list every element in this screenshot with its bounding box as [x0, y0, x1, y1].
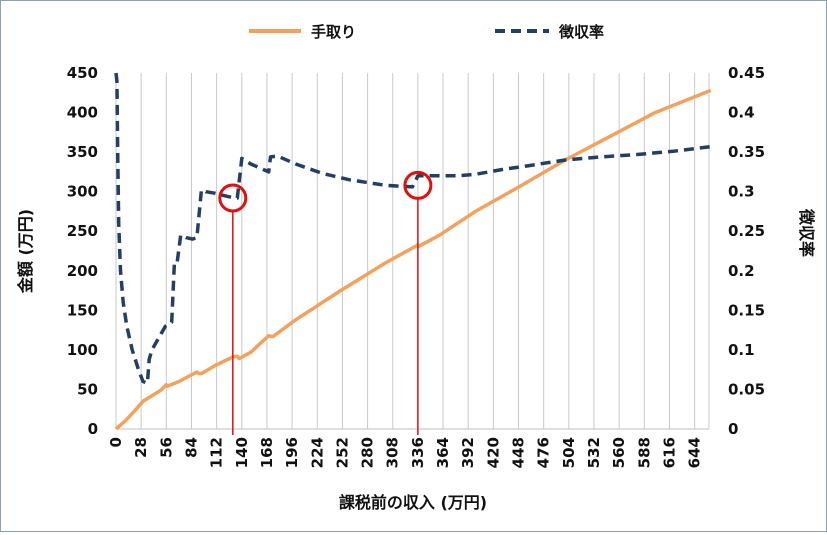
y-tick-label: 250 [67, 222, 98, 240]
y2-tick-label: 0.2 [728, 262, 755, 280]
x-tick-label: 168 [258, 437, 276, 468]
y2-tick-label: 0.05 [728, 380, 765, 398]
x-tick-label: 196 [283, 437, 301, 468]
y2-tick-label: 0 [728, 420, 738, 438]
y-tick-label: 150 [67, 301, 98, 319]
y-tick-label: 50 [77, 380, 98, 398]
x-tick-label: 644 [686, 437, 704, 468]
y-tick-label: 200 [67, 262, 98, 280]
y-axis-ticks: 0 50 100 150 200 250 300 350 400 450 [67, 64, 98, 438]
grid-lines [115, 73, 710, 430]
y-tick-label: 450 [67, 64, 98, 82]
y2-tick-label: 0.25 [728, 222, 765, 240]
x-tick-label: 84 [182, 437, 200, 458]
y-tick-label: 100 [67, 341, 98, 359]
y2-axis-title: 徴収率 [797, 208, 816, 257]
x-tick-label: 616 [660, 437, 678, 468]
x-tick-label: 308 [384, 437, 402, 468]
y2-tick-label: 0.4 [728, 104, 755, 122]
x-tick-label: 420 [484, 437, 502, 468]
series-layer [114, 72, 712, 431]
legend-label-series-1: 手取り [311, 23, 356, 41]
x-tick-label: 336 [409, 437, 427, 468]
x-tick-label: 448 [510, 437, 528, 468]
y2-tick-label: 0.35 [728, 143, 765, 161]
x-tick-label: 0 [107, 437, 125, 447]
x-tick-label: 392 [459, 437, 477, 468]
x-tick-label: 588 [635, 437, 653, 468]
x-axis-ticks: 0 28 56 84 112 140 168 196 224 252 280 308 336 364 392… [107, 437, 704, 468]
y2-tick-label: 0.3 [728, 183, 755, 201]
y-tick-label: 300 [67, 183, 98, 201]
x-tick-label: 280 [359, 437, 377, 468]
x-tick-label: 532 [585, 437, 603, 468]
y2-axis-ticks: 0 0.05 0.1 0.15 0.2 0.25 0.3 0.35 0.4 0.45 [728, 64, 765, 438]
x-tick-label: 112 [208, 437, 226, 468]
highlight-layer [218, 170, 433, 435]
y2-tick-label: 0.45 [728, 64, 765, 82]
y-tick-label: 350 [67, 143, 98, 161]
y2-tick-label: 0.15 [728, 301, 765, 319]
x-tick-label: 28 [132, 437, 150, 458]
x-tick-label: 504 [560, 437, 578, 468]
y-axis-title: 金額 (万円) [16, 209, 35, 294]
series-line-1 [114, 88, 712, 431]
series-line-2 [114, 72, 712, 385]
y-tick-label: 0 [88, 420, 98, 438]
x-tick-label: 140 [233, 437, 251, 468]
highlight-circle [403, 170, 433, 200]
x-tick-label: 224 [308, 437, 326, 468]
legend-label-series-2: 徴収率 [558, 23, 604, 41]
y-tick-label: 400 [67, 104, 98, 122]
highlight-circle [218, 183, 248, 213]
x-tick-label: 476 [535, 437, 553, 468]
x-tick-label: 560 [610, 437, 628, 468]
x-axis-title: 課税前の収入 (万円) [339, 493, 487, 512]
x-tick-label: 252 [333, 437, 351, 468]
legend: 手取り 徴収率 [249, 23, 604, 41]
x-tick-label: 56 [157, 437, 175, 458]
y2-tick-label: 0.1 [728, 341, 755, 359]
x-tick-label: 364 [434, 437, 452, 468]
